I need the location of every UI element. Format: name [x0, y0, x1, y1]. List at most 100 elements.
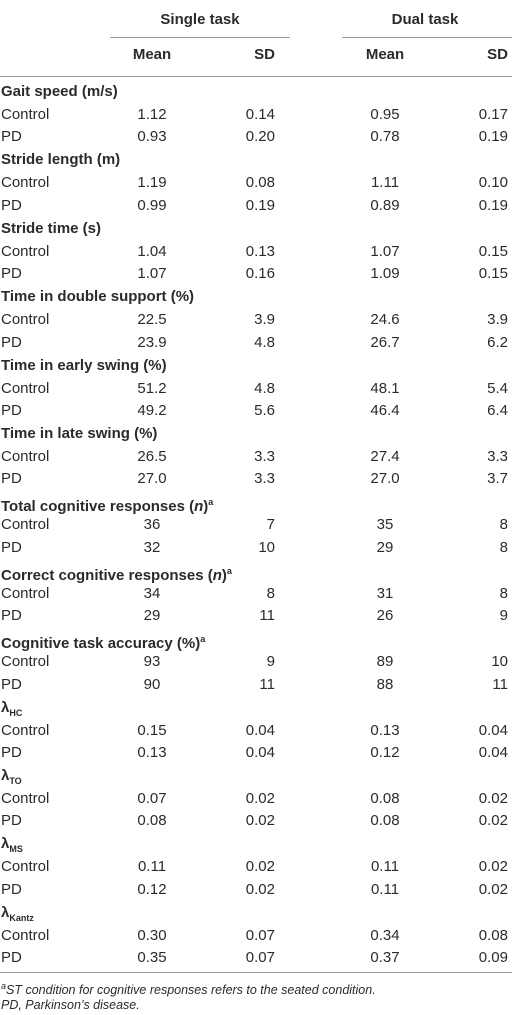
cell: 26.5 [137, 448, 167, 465]
row-label: PD [1, 128, 22, 146]
cell: 0.17 [478, 106, 508, 123]
row-label: PD [1, 402, 22, 419]
cell: 0.02 [245, 858, 275, 876]
row-label: PD [1, 675, 22, 693]
row-label: Control [1, 174, 50, 192]
cell: 0.02 [478, 880, 508, 898]
section-title: λMS [1, 834, 23, 859]
cell: 0.13 [370, 721, 400, 739]
title-end: ) [203, 498, 209, 516]
cell: 11 [259, 607, 275, 625]
section-title: Stride time (s) [1, 219, 101, 239]
cell: 29 [143, 607, 161, 625]
row-label: Control [1, 721, 50, 739]
title-text: λ [1, 767, 10, 784]
section-title: Correct cognitive responses (n)a [1, 561, 232, 586]
cell: 1.11 [370, 174, 400, 192]
cell: 0.37 [370, 949, 400, 967]
row-label: Control [1, 516, 50, 534]
cell: 35 [376, 516, 394, 534]
cell: 0.02 [478, 858, 508, 876]
cell: 24.6 [370, 311, 400, 329]
cell: 0.08 [370, 790, 400, 807]
row-label: PD [1, 880, 22, 898]
column-header: Mean [365, 46, 405, 63]
row-label: Control [1, 106, 50, 123]
footnote-text: ST condition for cognitive responses ref… [6, 983, 376, 998]
title-subscript: TO [9, 776, 22, 786]
cell: 0.11 [370, 858, 400, 876]
title-subscript: MS [9, 844, 23, 855]
bottom-rule [0, 972, 512, 973]
cell: 9 [499, 607, 508, 625]
cell: 0.02 [478, 812, 508, 830]
section-title: Total cognitive responses (n)a [1, 492, 213, 517]
cell: 1.04 [137, 242, 167, 260]
column-header: SD [487, 46, 508, 63]
cell: 7 [266, 516, 275, 534]
cell: 0.11 [137, 858, 167, 876]
cell: 0.02 [478, 790, 508, 807]
cell: 0.16 [245, 265, 275, 283]
cell: 1.07 [370, 242, 400, 260]
cell: 0.89 [370, 196, 400, 214]
footnote: aST condition for cognitive responses re… [1, 976, 376, 1000]
cell: 3.3 [254, 448, 275, 465]
cell: 0.02 [245, 880, 275, 898]
cell: 5.4 [487, 379, 508, 397]
cell: 0.11 [370, 880, 400, 898]
header-rule [0, 76, 512, 77]
cell: 0.19 [478, 128, 508, 146]
row-label: PD [1, 538, 22, 556]
cell: 27.4 [370, 448, 400, 465]
cell: 0.04 [245, 721, 275, 739]
row-label: Control [1, 242, 50, 260]
cell: 8 [266, 584, 275, 602]
row-label: Control [1, 379, 50, 397]
section-title: Stride length (m) [1, 150, 120, 170]
row-label: PD [1, 470, 22, 488]
title-text: Correct cognitive responses ( [1, 566, 213, 584]
cell: 4.8 [254, 379, 275, 397]
cell: 0.20 [245, 128, 275, 146]
row-label: PD [1, 812, 22, 830]
cell: 0.04 [245, 744, 275, 761]
cell: 9 [266, 653, 275, 671]
cell: 27.0 [137, 470, 167, 488]
group-header: Dual task [391, 11, 459, 28]
row-label: Control [1, 790, 50, 807]
cell: 22.5 [137, 311, 167, 329]
title-text: Time in late swing (%) [1, 425, 158, 442]
title-text: Stride length (m) [1, 151, 121, 169]
cell: 1.19 [137, 174, 167, 192]
column-header: SD [254, 46, 275, 63]
row-label: Control [1, 926, 50, 944]
cell: 0.12 [137, 880, 167, 898]
cell: 48.1 [370, 379, 400, 397]
cell: 0.07 [137, 790, 167, 807]
cell: 1.09 [370, 265, 400, 283]
footnote-mark: a [200, 634, 206, 645]
cell: 49.2 [137, 402, 167, 419]
title-text: Time in early swing (%) [1, 356, 167, 374]
cell: 89 [376, 653, 394, 671]
cell: 46.4 [370, 402, 400, 419]
title-end: ) [221, 566, 227, 584]
title-text: λ [1, 903, 10, 921]
cell: 31 [376, 584, 394, 602]
title-text: Time in double support (%) [1, 288, 195, 306]
row-label: Control [1, 584, 50, 602]
row-label: Control [1, 653, 50, 671]
title-text: Total cognitive responses ( [1, 498, 195, 516]
row-label: PD [1, 196, 22, 214]
cell: 90 [143, 675, 161, 693]
cell: 0.93 [137, 128, 167, 146]
cell: 11 [259, 675, 275, 693]
cell: 10 [258, 538, 275, 556]
row-label: Control [1, 858, 50, 876]
title-text: λ [1, 698, 10, 716]
cell: 0.34 [370, 926, 400, 944]
cell: 0.10 [478, 174, 508, 192]
cell: 0.08 [370, 812, 400, 830]
